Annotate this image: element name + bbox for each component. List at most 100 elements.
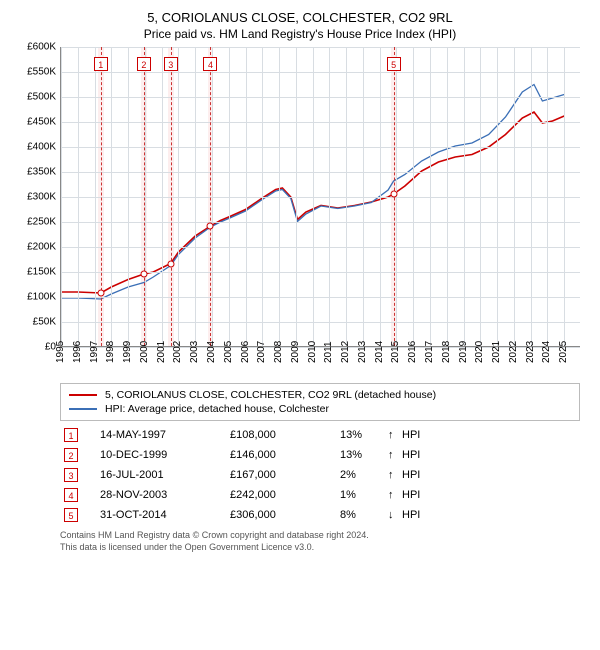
- transaction-marker-number: 1: [94, 57, 108, 71]
- transaction-pct: 13%: [340, 429, 388, 441]
- legend-row: HPI: Average price, detached house, Colc…: [69, 402, 571, 416]
- y-axis-label: £200K: [27, 242, 56, 253]
- x-axis-label: 2024: [541, 341, 552, 363]
- arrow-up-icon: ↑: [388, 489, 402, 501]
- y-axis-label: £100K: [27, 292, 56, 303]
- y-axis-label: £350K: [27, 167, 56, 178]
- gridline-vertical: [464, 47, 465, 346]
- x-axis-label: 2004: [206, 341, 217, 363]
- gridline-horizontal: [61, 222, 580, 223]
- gridline-vertical: [514, 47, 515, 346]
- gridline-vertical: [246, 47, 247, 346]
- gridline-vertical: [178, 47, 179, 346]
- gridline-vertical: [430, 47, 431, 346]
- transaction-row: 316-JUL-2001£167,0002%↑HPI: [60, 465, 580, 485]
- y-axis-label: £150K: [27, 267, 56, 278]
- gridline-horizontal: [61, 47, 580, 48]
- transaction-price: £146,000: [230, 449, 340, 461]
- gridline-vertical: [212, 47, 213, 346]
- transaction-pct: 1%: [340, 489, 388, 501]
- transactions-table: 114-MAY-1997£108,00013%↑HPI210-DEC-1999£…: [60, 425, 580, 525]
- gridline-horizontal: [61, 197, 580, 198]
- arrow-down-icon: ↓: [388, 509, 402, 521]
- x-axis-label: 2007: [256, 341, 267, 363]
- data-attribution: Contains HM Land Registry data © Crown c…: [60, 529, 588, 553]
- gridline-horizontal: [61, 297, 580, 298]
- transaction-marker-number: 5: [387, 57, 401, 71]
- x-axis-label: 2022: [508, 341, 519, 363]
- x-axis-label: 2018: [441, 341, 452, 363]
- gridline-horizontal: [61, 122, 580, 123]
- transaction-pct: 2%: [340, 469, 388, 481]
- transaction-ref: HPI: [402, 449, 432, 461]
- y-axis-label: £550K: [27, 67, 56, 78]
- x-axis-label: 2025: [558, 341, 569, 363]
- gridline-vertical: [162, 47, 163, 346]
- transaction-marker-number: 3: [164, 57, 178, 71]
- gridline-horizontal: [61, 322, 580, 323]
- transaction-number-icon: 1: [64, 428, 78, 442]
- x-axis-label: 2008: [273, 341, 284, 363]
- transaction-price: £242,000: [230, 489, 340, 501]
- gridline-vertical: [279, 47, 280, 346]
- x-axis-label: 2013: [357, 341, 368, 363]
- transaction-number-icon: 4: [64, 488, 78, 502]
- transaction-marker-line: [144, 47, 145, 346]
- x-axis-label: 2021: [491, 341, 502, 363]
- transaction-row: 531-OCT-2014£306,0008%↓HPI: [60, 505, 580, 525]
- x-axis-label: 1999: [122, 341, 133, 363]
- x-axis-label: 2011: [323, 341, 334, 363]
- transaction-marker-dot: [167, 260, 174, 267]
- transaction-ref: HPI: [402, 429, 432, 441]
- gridline-vertical: [61, 47, 62, 346]
- transaction-marker-number: 2: [137, 57, 151, 71]
- chart-subtitle: Price paid vs. HM Land Registry's House …: [12, 27, 588, 41]
- transaction-pct: 13%: [340, 449, 388, 461]
- y-axis-label: £50K: [33, 317, 56, 328]
- x-axis-label: 2012: [340, 341, 351, 363]
- y-axis-label: £600K: [27, 42, 56, 53]
- transaction-marker-line: [210, 47, 211, 346]
- y-axis-label: £250K: [27, 217, 56, 228]
- y-axis-label: £500K: [27, 92, 56, 103]
- gridline-vertical: [480, 47, 481, 346]
- arrow-up-icon: ↑: [388, 429, 402, 441]
- gridline-horizontal: [61, 147, 580, 148]
- gridline-horizontal: [61, 97, 580, 98]
- transaction-date: 16-JUL-2001: [100, 469, 230, 481]
- legend-label: HPI: Average price, detached house, Colc…: [105, 403, 329, 415]
- transaction-date: 28-NOV-2003: [100, 489, 230, 501]
- x-axis-label: 1996: [72, 341, 83, 363]
- x-axis-label: 2017: [424, 341, 435, 363]
- x-axis-label: 2023: [525, 341, 536, 363]
- x-axis-label: 2010: [307, 341, 318, 363]
- gridline-vertical: [229, 47, 230, 346]
- gridline-vertical: [95, 47, 96, 346]
- x-axis-label: 2016: [407, 341, 418, 363]
- gridline-vertical: [346, 47, 347, 346]
- transaction-ref: HPI: [402, 489, 432, 501]
- gridline-vertical: [396, 47, 397, 346]
- gridline-vertical: [363, 47, 364, 346]
- transaction-date: 10-DEC-1999: [100, 449, 230, 461]
- gridline-vertical: [447, 47, 448, 346]
- x-axis-label: 2000: [139, 341, 150, 363]
- x-axis-label: 1995: [55, 341, 66, 363]
- x-axis-label: 2005: [223, 341, 234, 363]
- x-axis-label: 2015: [390, 341, 401, 363]
- transaction-marker-line: [171, 47, 172, 346]
- gridline-vertical: [531, 47, 532, 346]
- y-axis-label: £300K: [27, 192, 56, 203]
- x-axis-label: 2006: [240, 341, 251, 363]
- transaction-pct: 8%: [340, 509, 388, 521]
- legend-swatch: [69, 408, 97, 410]
- legend-label: 5, CORIOLANUS CLOSE, COLCHESTER, CO2 9RL…: [105, 389, 436, 401]
- price-vs-hpi-chart: £0£50K£100K£150K£200K£250K£300K£350K£400…: [12, 47, 588, 377]
- chart-legend: 5, CORIOLANUS CLOSE, COLCHESTER, CO2 9RL…: [60, 383, 580, 421]
- footer-line: Contains HM Land Registry data © Crown c…: [60, 529, 588, 541]
- transaction-row: 4 28-NOV-2003£242,0001%↑HPI: [60, 485, 580, 505]
- transaction-row: 114-MAY-1997£108,00013%↑HPI: [60, 425, 580, 445]
- y-axis-label: £450K: [27, 117, 56, 128]
- gridline-vertical: [380, 47, 381, 346]
- transaction-price: £306,000: [230, 509, 340, 521]
